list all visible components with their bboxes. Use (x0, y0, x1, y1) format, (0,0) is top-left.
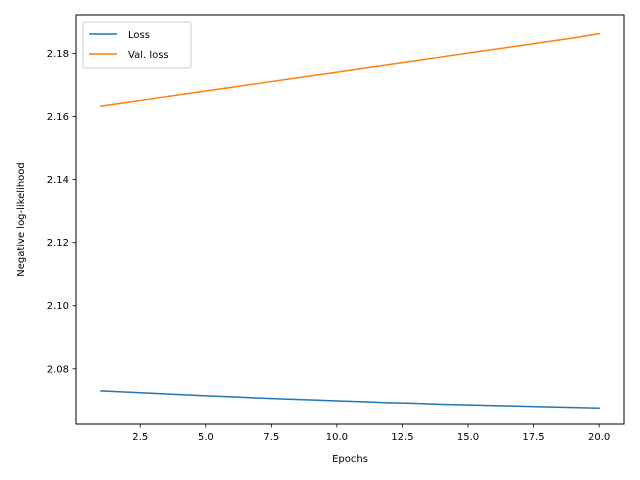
y-axis-ticks: 2.08 2.10 2.12 2.14 2.16 2.18 (47, 49, 76, 375)
legend-box (82, 21, 192, 69)
x-tick-label: 17.5 (522, 432, 544, 443)
x-tick-label: 20.0 (588, 432, 610, 443)
y-tick-label: 2.08 (47, 364, 69, 375)
y-tick-label: 2.18 (47, 49, 69, 60)
y-tick-label: 2.10 (47, 301, 69, 312)
x-axis-label: Epochs (332, 454, 368, 465)
x-tick-label: 15.0 (457, 432, 479, 443)
legend-label-1: Val. loss (128, 50, 169, 61)
axes-frame (75, 14, 625, 425)
legend: Loss Val. loss (82, 21, 192, 69)
x-tick-label: 2.5 (132, 432, 148, 443)
x-tick-label: 10.0 (326, 432, 348, 443)
y-tick-label: 2.14 (47, 175, 69, 186)
y-axis-label: Negative log-likelihood (16, 162, 27, 277)
series-line-0 (100, 390, 600, 409)
x-tick-label: 7.5 (263, 432, 279, 443)
x-axis-ticks: 2.5 5.0 7.5 10.0 12.5 15.0 17.5 20.0 (132, 424, 610, 443)
x-tick-label: 12.5 (391, 432, 413, 443)
series-layer (100, 32, 600, 409)
series-line-1 (100, 32, 600, 107)
legend-label-0: Loss (128, 30, 150, 41)
y-tick-label: 2.16 (47, 112, 69, 123)
x-tick-label: 5.0 (198, 432, 214, 443)
y-tick-label: 2.12 (47, 238, 69, 249)
